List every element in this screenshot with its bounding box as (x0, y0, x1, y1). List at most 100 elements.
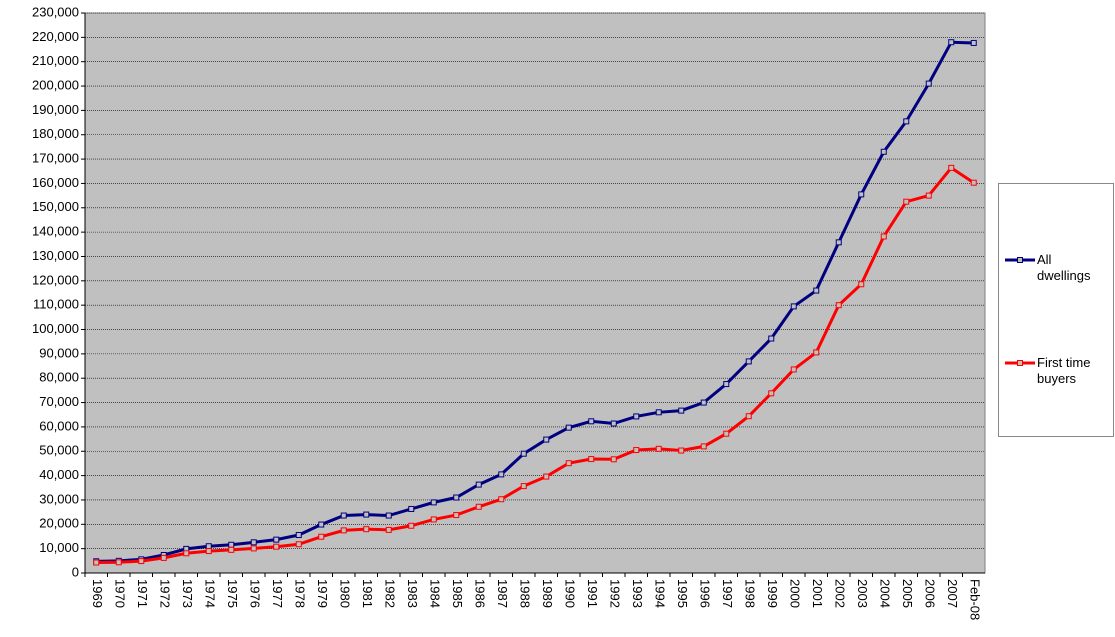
x-tick-label: 2006 (922, 579, 937, 608)
series-line (96, 40, 974, 563)
point-marker (250, 539, 257, 546)
point-marker (543, 436, 550, 443)
point-marker (565, 424, 572, 431)
plot-area (84, 12, 986, 574)
x-tick-label: 1973 (180, 579, 195, 608)
point-marker (948, 164, 955, 171)
x-tick-label: 1979 (315, 579, 330, 608)
point-marker (835, 239, 842, 246)
x-tick-label: 1976 (247, 579, 262, 608)
point-marker (160, 554, 167, 561)
point-marker (205, 543, 212, 550)
point-marker (385, 512, 392, 519)
x-tick-label: 1971 (135, 579, 150, 608)
legend: All dwellings First time buyers (998, 183, 1114, 437)
point-marker (318, 533, 325, 540)
legend-swatch (1005, 257, 1035, 263)
point-marker (430, 516, 437, 523)
point-marker (633, 447, 640, 454)
point-marker (835, 302, 842, 309)
y-tick-label: 80,000 (39, 370, 79, 385)
y-tick-label: 60,000 (39, 418, 79, 433)
chart: 0 10,000 20,000 30,000 40,000 50,000 60,000 70,… (32, 4, 986, 620)
x-tick-label: 1974 (202, 579, 217, 608)
point-marker (475, 503, 482, 510)
x-tick-label: 2004 (877, 579, 892, 608)
point-marker (588, 456, 595, 463)
point-marker (430, 499, 437, 506)
point-marker (655, 445, 662, 452)
point-marker (295, 541, 302, 548)
point-marker (273, 543, 280, 550)
x-tick-label: 1982 (382, 579, 397, 608)
y-tick-label: 150,000 (32, 199, 79, 214)
x-tick-label: 2005 (900, 579, 915, 608)
x-tick-label: 1989 (540, 579, 555, 608)
point-marker (138, 558, 145, 565)
x-tick-label: Feb-08 (967, 579, 982, 620)
point-marker (295, 532, 302, 539)
point-marker (655, 409, 662, 416)
point-marker (543, 473, 550, 480)
point-marker (925, 80, 932, 87)
y-tick-label: 180,000 (32, 126, 79, 141)
y-tick-label: 220,000 (32, 29, 79, 44)
x-tick-label: 1991 (585, 579, 600, 608)
point-marker (475, 481, 482, 488)
y-tick-label: 90,000 (39, 345, 79, 360)
legend-item: All dwellings (1003, 252, 1097, 284)
point-marker (970, 179, 977, 186)
legend-swatch (1005, 360, 1035, 366)
y-tick-label: 20,000 (39, 516, 79, 531)
point-marker (700, 443, 707, 450)
point-marker (700, 399, 707, 406)
point-marker (745, 413, 752, 420)
point-marker (228, 546, 235, 553)
point-marker (790, 366, 797, 373)
x-tick-label: 1977 (270, 579, 285, 608)
y-tick-label: 200,000 (32, 77, 79, 92)
point-marker (115, 559, 122, 566)
point-marker (813, 349, 820, 356)
point-marker (183, 550, 190, 557)
x-tick-label: 1975 (225, 579, 240, 608)
x-tick-label: 1985 (450, 579, 465, 608)
x-tick-label: 1998 (742, 579, 757, 608)
point-marker (408, 522, 415, 529)
point-marker (520, 450, 527, 457)
legend-marker (1017, 257, 1023, 263)
x-tick-label: 1995 (675, 579, 690, 608)
y-tick-label: 160,000 (32, 175, 79, 190)
y-tick-label: 170,000 (32, 151, 79, 166)
legend-marker (1017, 360, 1023, 366)
point-marker (385, 526, 392, 533)
x-tick-label: 1986 (472, 579, 487, 608)
y-tick-label: 50,000 (39, 443, 79, 458)
series-line (96, 165, 975, 565)
x-tick-label: 1981 (360, 579, 375, 608)
x-tick-label: 1980 (337, 579, 352, 608)
y-tick-label: 100,000 (32, 321, 79, 336)
point-marker (93, 559, 100, 566)
y-tick-label: 140,000 (32, 224, 79, 239)
point-marker (453, 512, 460, 519)
point-marker (678, 407, 685, 414)
point-marker (903, 198, 910, 205)
point-marker (925, 192, 932, 199)
legend-item: First time buyers (1003, 355, 1097, 387)
x-tick-label: 1983 (405, 579, 420, 608)
point-marker (858, 281, 865, 288)
point-marker (205, 548, 212, 555)
x-tick-label: 1988 (517, 579, 532, 608)
point-marker (678, 447, 685, 454)
point-marker (723, 381, 730, 388)
point-marker (408, 505, 415, 512)
x-tick-label: 1987 (495, 579, 510, 608)
point-marker (565, 460, 572, 467)
x-tick-label: 1984 (427, 579, 442, 608)
x-tick-label: 1969 (90, 579, 105, 608)
x-tick-label: 1994 (652, 579, 667, 608)
point-marker (790, 303, 797, 310)
point-marker (948, 39, 955, 46)
